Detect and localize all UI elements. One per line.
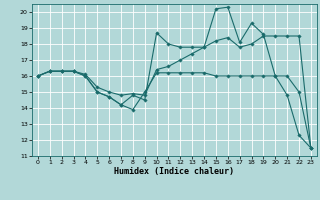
X-axis label: Humidex (Indice chaleur): Humidex (Indice chaleur) [115, 167, 234, 176]
